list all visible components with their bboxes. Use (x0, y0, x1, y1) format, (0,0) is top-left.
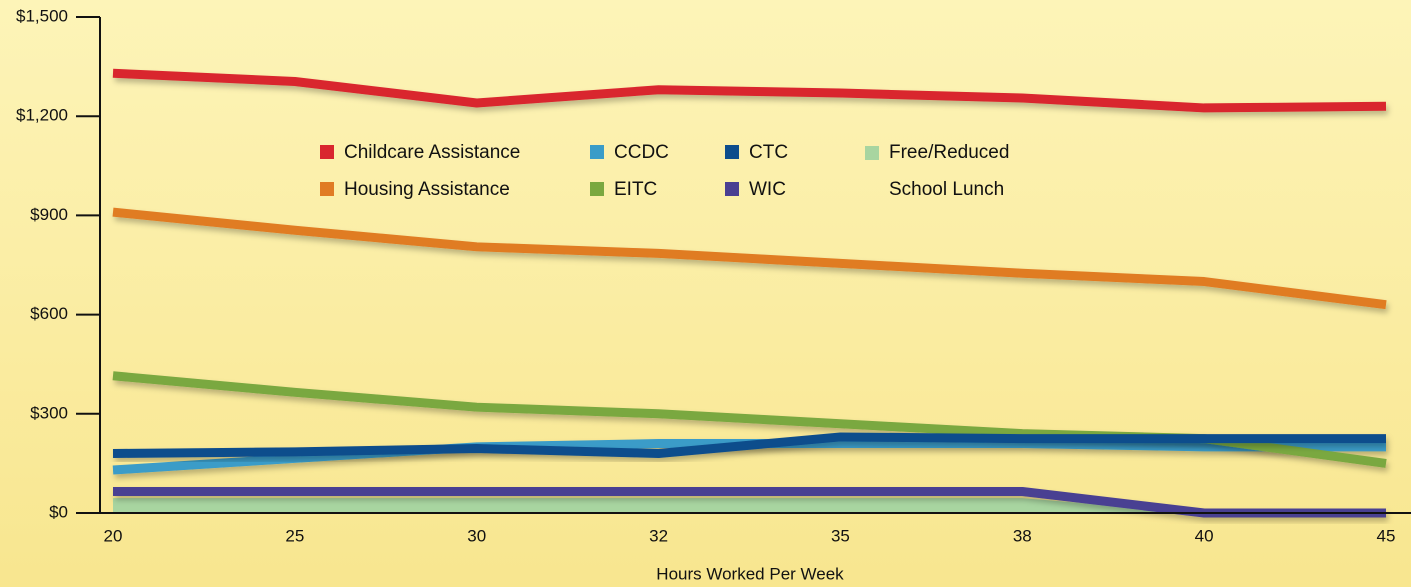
legend-label: Housing Assistance (344, 179, 510, 200)
x-axis-label: Hours Worked Per Week (656, 564, 844, 583)
legend-swatch (320, 145, 334, 159)
y-tick-label: $600 (30, 304, 68, 323)
line (112, 68, 1387, 113)
legend-label: Childcare Assistance (344, 142, 521, 163)
y-tick-label: $1,500 (16, 6, 68, 25)
legend-swatch (590, 182, 604, 196)
legend-label: CTC (749, 142, 789, 163)
line (112, 432, 1386, 458)
x-tick-label: 38 (1013, 526, 1032, 545)
legend-item: CCDC (590, 134, 669, 171)
legend-item: Housing Assistance (320, 171, 510, 208)
area (113, 498, 1386, 513)
legend-swatch (590, 145, 604, 159)
x-tick-label: 32 (649, 526, 668, 545)
legend-item: Childcare Assistance (320, 134, 520, 171)
x-tick-label: 35 (831, 526, 850, 545)
legend-item: WIC (725, 171, 786, 208)
legend-swatch (320, 182, 334, 196)
legend-item: CTC (725, 134, 788, 171)
legend-item: Free/Reduced School Lunch (865, 134, 1015, 208)
legend-label: Free/Reduced School Lunch (889, 142, 1010, 200)
y-tick-label: $1,200 (16, 106, 68, 125)
y-tick-label: $0 (49, 502, 68, 521)
legend-swatch (865, 146, 879, 160)
legend-item: EITC (590, 171, 657, 208)
x-tick-label: 30 (467, 526, 486, 545)
legend-swatch (725, 182, 739, 196)
line (112, 207, 1387, 310)
x-tick-label: 40 (1195, 526, 1214, 545)
line (113, 487, 1386, 518)
y-tick-label: $900 (30, 205, 68, 224)
legend-swatch (725, 145, 739, 159)
legend-label: EITC (614, 179, 658, 200)
x-tick-label: 20 (104, 526, 123, 545)
y-tick-label: $300 (30, 403, 68, 422)
x-tick-label: 25 (285, 526, 304, 545)
legend-label: CCDC (614, 142, 669, 163)
x-tick-label: 45 (1377, 526, 1396, 545)
legend-label: WIC (749, 179, 786, 200)
